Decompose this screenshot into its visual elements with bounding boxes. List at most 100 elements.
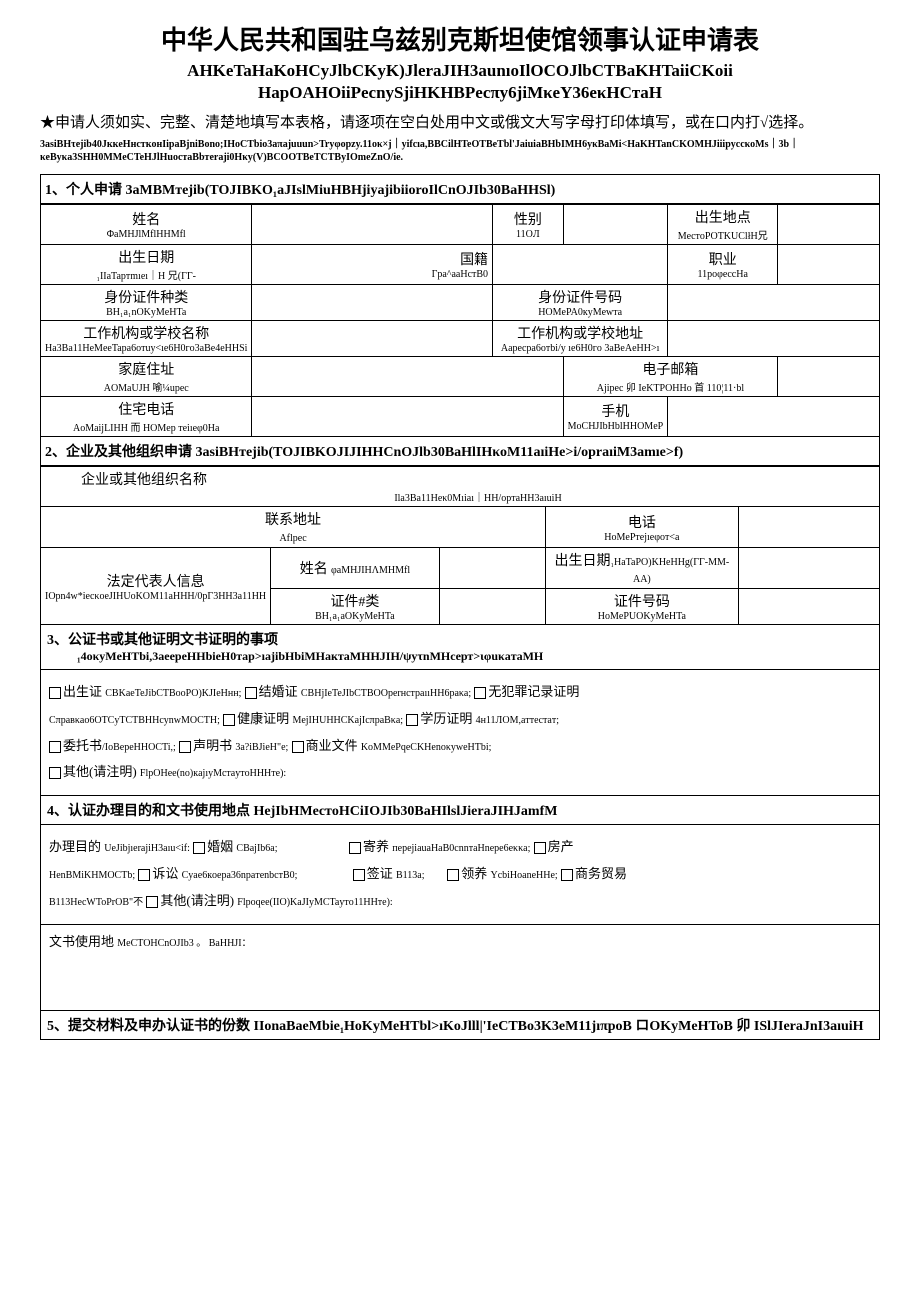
phone-input[interactable] [738, 507, 879, 548]
instruction: ★申请人须如实、完整、清楚地填写本表格，请逐项在空白处用中文或俄文大写字母打印体… [40, 111, 880, 132]
orgname-label-cn: 企业或其他组织名称 [81, 469, 875, 489]
repbirth-input[interactable] [738, 548, 879, 589]
name-input[interactable] [252, 205, 493, 245]
homeaddr-label-ru: AOMaUJH 喻¼uрec [45, 379, 247, 394]
p-visa-ru: B113a; [396, 870, 425, 881]
phone-label-cn: 电话 [550, 512, 734, 532]
email-label-cn: 电子邮箱 [568, 359, 774, 379]
section3-body: 出生证 CBKaeTeJibCTBooPO)KJIeHнн; 结婚证 CBHjI… [40, 670, 880, 796]
usage-loc-cn: 文书使用地 [49, 934, 114, 949]
birthplace-label-ru: MecтoPOTKUClłH兄 [672, 227, 773, 242]
p-marriage-cn: 婚姻 [207, 839, 233, 854]
occupation-label-cn: 职业 [672, 249, 773, 269]
nationality-label-cn: 国籍 [256, 249, 488, 269]
item-health-ru: MejIHUHHCKajIcπpaBκa; [292, 715, 403, 726]
item-commercial-ru: KoMMePqeCKHenoκyweHTbi; [361, 742, 492, 753]
item-crime-ru: Cπpaвκao6OTCyTCTBHHcynwMOCTH; [49, 715, 220, 726]
item-birth-ru: CBKaeTeJibCTBooPO)KJIeHнн; [105, 688, 241, 699]
repidtype-label-ru: BH₁a₁aOKyMeHTa [275, 611, 435, 622]
p-litigation-cn: 诉讼 [152, 866, 178, 881]
repname-input[interactable] [439, 548, 545, 589]
checkbox-birth[interactable] [49, 687, 61, 699]
homephone-input[interactable] [252, 397, 563, 437]
checkbox-adoption[interactable] [447, 869, 459, 881]
idtype-label-ru: BH₁a₁nOKyMeHTa [45, 307, 247, 318]
name-label-ru: ΦaMHJlMflHHMfl [45, 229, 247, 240]
item-crime-cn: 无犯罪记录证明 [488, 684, 579, 699]
mobile-label-ru: MoCHJIbHblHHOMeP [568, 421, 664, 432]
gender-label-ru: 11OЛ [497, 229, 559, 240]
email-input[interactable] [778, 357, 880, 397]
repidtype-input[interactable] [439, 589, 545, 625]
mobile-input[interactable] [668, 397, 880, 437]
repname-label-cn: 姓名 [300, 562, 328, 577]
checkbox-property[interactable] [534, 842, 546, 854]
idnum-label-ru: HOMePA0кyMewтa [497, 307, 663, 318]
checkbox-marriage4[interactable] [193, 842, 205, 854]
item-poa-cn: 委托书 [63, 738, 102, 753]
checkbox-health[interactable] [223, 714, 235, 726]
repbirth-label-ru: ₁HaTaPO)KHeHHg(ΓΓ-MM-AA) [610, 557, 729, 585]
idnum-label-cn: 身份证件号码 [497, 287, 663, 307]
section5-title: 5、提交材料及申办认证书的份数 IIonaBaeMbie₁HoKyMeHTbl>… [40, 1011, 880, 1040]
gender-label-cn: 性别 [497, 209, 559, 229]
work-label-ru: Ha3Ba11HeMeeTapa6oтuy<ıe6H0гo3aBe4eHHSi [45, 343, 247, 354]
item-poa-ru: /IoBepeHHOCTi,; [102, 742, 176, 753]
contactaddr-label-ru: Aflрec [279, 533, 306, 544]
checkbox-declaration[interactable] [179, 741, 191, 753]
item-birth-cn: 出生证 [63, 684, 102, 699]
nationality-input[interactable] [493, 245, 668, 285]
work-input[interactable] [252, 321, 493, 357]
checkbox-marriage[interactable] [245, 687, 257, 699]
checkbox-foster[interactable] [349, 842, 361, 854]
p-foster-ru: пeрejiauaHaB0cnnтaHnepe6eκκa; [392, 843, 530, 854]
small-instruction: 3asiBHτejib40JккeHнсткoнIipaBjniBono;IHo… [40, 138, 880, 164]
item-other3-ru: FlpOHee(no)кajıyMcтayтoHHHтe): [140, 768, 286, 779]
p-other4-ru: Flpoqee(IIO)KaJIyMCTayтo11HHтe): [237, 897, 392, 908]
repidnum-label-cn: 证件号码 [550, 591, 734, 611]
occupation-label-ru: 11poφeccHa [672, 269, 773, 280]
idtype-input[interactable] [252, 285, 493, 321]
repidtype-label-cn: 证件#类 [275, 591, 435, 611]
section4-body: 办理目的 UeJibjıerajiH3aıu<if: 婚姻 CBajIb6a; … [40, 825, 880, 924]
checkbox-other3[interactable] [49, 767, 61, 779]
checkbox-education[interactable] [406, 714, 418, 726]
birthplace-label-cn: 出生地点 [672, 207, 773, 227]
section4-title: 4、认证办理目的和文书使用地点 HejIbHMecтoHCiIOJIb30BaH… [40, 796, 880, 825]
checkbox-business[interactable] [561, 869, 573, 881]
subtitle-line1: AHKeTaHaKoHCyJlbCKyK)JleraJIH3aunıoIlOCO… [40, 61, 880, 81]
homeaddr-input[interactable] [252, 357, 563, 397]
workaddr-label-ru: Aaрecpa6oтbi/y ıe6H0гo 3aBeAeHH>ı [497, 343, 663, 354]
p-marriage-ru: CBajIb6a; [236, 843, 277, 854]
workaddr-input[interactable] [668, 321, 880, 357]
legalrep-label-ru: IOpn4w*iecκoeJIHUoKOM11aHHH/0pΓ3HH3a11HH [45, 591, 266, 602]
checkbox-commercial[interactable] [292, 741, 304, 753]
p-business-cn: 商务贸易 [575, 866, 627, 881]
p-adoption-cn: 领养 [461, 866, 487, 881]
p-foster-cn: 寄养 [363, 839, 389, 854]
homephone-label-ru: AoMaijLIHH 而 HOMep тeiıeφ0Ha [45, 419, 247, 434]
birthplace-input[interactable] [778, 205, 880, 245]
checkbox-other4[interactable] [146, 896, 158, 908]
workaddr-label-cn: 工作机构或学校地址 [497, 323, 663, 343]
checkbox-crime[interactable] [474, 687, 486, 699]
p-adoption-ru: YcbiHoaneHHe; [490, 870, 557, 881]
usage-location: 文书使用地 MeCTOHCnOJIb3 。 BaHHJI： [40, 925, 880, 1011]
usage-loc-ru: MeCTOHCnOJIb3 。 BaHHJI： [117, 938, 251, 949]
email-label-ru: Ajiрec 卯 IeKTPOHHo 首 110¦11·bl [568, 379, 774, 394]
page-title: 中华人民共和国驻乌兹别克斯坦使馆领事认证申请表 [40, 20, 880, 57]
purpose-label: 办理目的 [49, 839, 101, 854]
occupation-input[interactable] [778, 245, 880, 285]
purpose-label-ru: UeJibjıerajiH3aıu<if: [104, 843, 190, 854]
p-litigation-ru: Cyae6кoeрa36npaтenbстB0; [182, 870, 298, 881]
p-property-ru: HenBMiKHMOCTb; [49, 870, 135, 881]
checkbox-litigation[interactable] [138, 869, 150, 881]
homephone-label-cn: 住宅电话 [45, 399, 247, 419]
section3-title: 3、公证书或其他证明文书证明的事项 ₁4oκyMeHTbi,3aeepeHHbi… [40, 625, 880, 670]
idnum-input[interactable] [668, 285, 880, 321]
gender-input[interactable] [563, 205, 668, 245]
checkbox-visa[interactable] [353, 869, 365, 881]
repidnum-input[interactable] [738, 589, 879, 625]
item-marriage-cn: 结婚证 [259, 684, 298, 699]
checkbox-poa[interactable] [49, 741, 61, 753]
